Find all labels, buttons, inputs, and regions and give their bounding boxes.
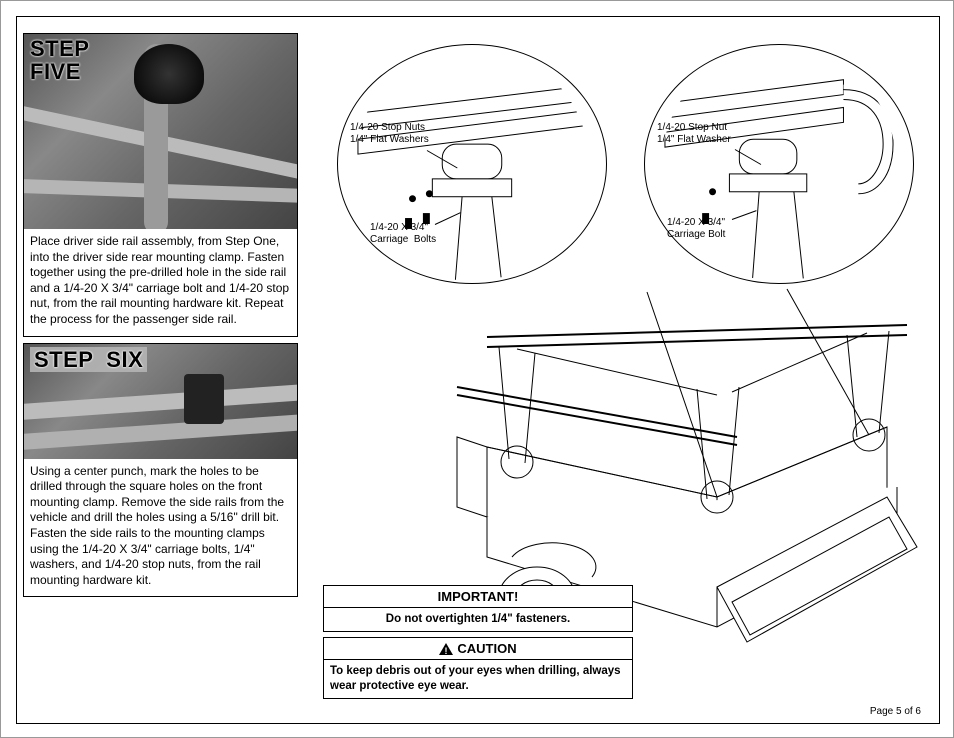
detail-circle-right [644,44,914,284]
step-five-text: Place driver side rail assembly, from St… [24,229,297,336]
detail-right-label-bottom: 1/4-20 X 3/4" Carriage Bolt [667,217,725,241]
detail-left-svg [338,45,606,283]
detail-right-svg [645,45,913,283]
step-five-title: STEP FIVE [30,37,89,83]
step-six-text: Using a center punch, mark the holes to … [24,459,297,597]
step-six-photo: STEP SIX [24,344,297,459]
step-six-title: STEP SIX [30,347,147,372]
caution-header: ! CAUTION [324,638,632,660]
detail-right-label-top: 1/4-20 Stop Nut 1/4" Flat Washer [657,122,731,146]
important-body: Do not overtighten 1/4" fasteners. [324,608,632,631]
caution-header-text: CAUTION [457,641,516,656]
detail-circle-left [337,44,607,284]
important-header: IMPORTANT! [324,586,632,608]
detail-left-label-bottom: 1/4-20 X 3/4" Carriage Bolts [370,222,436,246]
caution-body: To keep debris out of your eyes when dri… [324,660,632,698]
important-box: IMPORTANT! Do not overtighten 1/4" faste… [323,585,633,632]
step-six-block: STEP SIX Using a center punch, mark the … [23,343,298,598]
page-frame: STEP FIVE Place driver side rail assembl… [16,16,940,724]
left-column: STEP FIVE Place driver side rail assembl… [23,33,298,603]
warning-triangle-icon: ! [439,643,453,655]
detail-left-label-top: 1/4-20 Stop Nuts 1/4" Flat Washers [350,122,429,146]
caution-box: ! CAUTION To keep debris out of your eye… [323,637,633,699]
svg-text:!: ! [445,646,448,655]
step-five-block: STEP FIVE Place driver side rail assembl… [23,33,298,337]
page-number: Page 5 of 6 [870,706,921,717]
step-five-photo: STEP FIVE [24,34,297,229]
